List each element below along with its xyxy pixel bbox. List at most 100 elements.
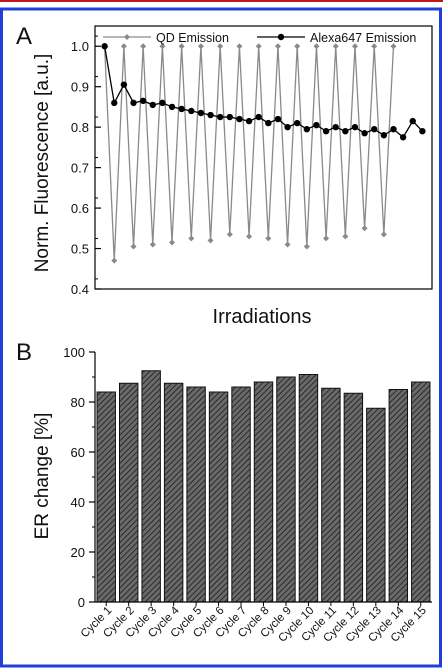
bar-cycle-1 bbox=[96, 391, 116, 603]
qd-emission-point bbox=[303, 243, 310, 250]
panel-a-x-axis-label: Irradiations bbox=[213, 306, 312, 328]
bar-cycle-6 bbox=[208, 391, 229, 603]
bar-cycle-2 bbox=[118, 382, 139, 603]
alexa647-emission-point bbox=[294, 119, 301, 127]
qd-emission-point bbox=[342, 233, 349, 240]
panel-a-y-tick-label: 1.0 bbox=[71, 39, 89, 54]
bar-cycle-10 bbox=[298, 374, 319, 603]
alexa647-emission-point bbox=[130, 99, 137, 107]
alexa647-emission-point bbox=[197, 109, 205, 117]
alexa647-emission-point bbox=[342, 128, 349, 135]
qd-emission-point bbox=[188, 235, 195, 242]
qd-emission-point bbox=[265, 235, 272, 242]
alexa647-emission-point bbox=[139, 97, 147, 105]
bar-cycle-13 bbox=[366, 407, 386, 603]
alexa647-emission-point bbox=[351, 123, 359, 131]
panel-b-y-axis-label: ER change [%] bbox=[32, 413, 53, 540]
panel-a-y-tick-label: 0.5 bbox=[71, 242, 89, 257]
bar-cycle-8 bbox=[253, 381, 274, 603]
qd-emission-point bbox=[149, 241, 156, 248]
qd-emission-point bbox=[197, 43, 204, 50]
qd-emission-point bbox=[159, 43, 166, 50]
alexa647-emission-point bbox=[216, 113, 224, 121]
alexa647-emission-point bbox=[332, 123, 339, 131]
panel-b-y-tick-label: 100 bbox=[63, 345, 85, 360]
qd-emission-point bbox=[178, 43, 185, 50]
alexa647-emission-point bbox=[390, 125, 397, 133]
qd-emission-point bbox=[120, 43, 127, 50]
bar-cycle-3 bbox=[141, 370, 161, 603]
panel-a-y-tick-label: 0.8 bbox=[71, 120, 89, 135]
qd-emission-point bbox=[351, 43, 358, 50]
qd-emission-point bbox=[207, 237, 214, 244]
alexa647-emission-point bbox=[226, 113, 233, 121]
panel-b-label: B bbox=[16, 339, 32, 366]
alexa647-emission-point bbox=[380, 132, 388, 139]
panel-b-y-tick-label: 0 bbox=[78, 595, 85, 610]
panel-a-y-tick-label: 0.9 bbox=[71, 80, 89, 95]
alexa647-emission-point bbox=[159, 99, 166, 107]
alexa647-emission-point bbox=[322, 128, 330, 135]
bar-cycle-14 bbox=[388, 389, 409, 603]
qd-emission-point bbox=[361, 225, 368, 232]
qd-emission-point bbox=[246, 233, 253, 240]
legend-qd-label: QD Emission bbox=[156, 31, 229, 45]
bar-cycle-4 bbox=[163, 382, 184, 603]
alexa647-emission-point bbox=[265, 119, 272, 127]
qd-emission-point bbox=[274, 43, 281, 50]
qd-emission-point bbox=[323, 235, 330, 242]
qd-emission-point bbox=[226, 231, 233, 238]
alexa647-emission-point bbox=[245, 117, 253, 125]
legend-alexa647-marker bbox=[277, 33, 285, 41]
qd-emission-point bbox=[390, 43, 397, 50]
panel-b-y-tick-label: 40 bbox=[71, 495, 85, 510]
alexa647-emission-point bbox=[409, 117, 416, 125]
bar-cycle-7 bbox=[231, 386, 251, 603]
panel-a-y-tick-label: 0.4 bbox=[71, 282, 89, 297]
qd-emission-point bbox=[284, 241, 291, 248]
alexa647-emission-point bbox=[207, 111, 214, 119]
panel-b-y-tick-label: 80 bbox=[71, 395, 85, 410]
qd-emission-point bbox=[140, 43, 147, 50]
alexa647-emission-point bbox=[419, 128, 426, 135]
qd-emission-point bbox=[371, 43, 378, 50]
alexa647-emission-point bbox=[120, 81, 128, 88]
alexa647-emission-point bbox=[399, 134, 407, 141]
legend-alexa647-label: Alexa647 Emission bbox=[310, 31, 416, 45]
qd-emission-point bbox=[255, 43, 262, 50]
alexa647-emission-point bbox=[111, 99, 118, 107]
alexa647-emission-point bbox=[361, 130, 368, 137]
alexa647-emission-point bbox=[284, 123, 291, 131]
qd-emission-point bbox=[313, 43, 320, 50]
top-rule bbox=[0, 0, 443, 2]
qd-emission-point bbox=[380, 231, 387, 238]
panel-a-label: A bbox=[16, 23, 32, 50]
bar-cycle-11 bbox=[321, 387, 341, 603]
bar-cycle-12 bbox=[343, 392, 364, 603]
alexa647-emission-point bbox=[178, 105, 185, 113]
bar-cycle-5 bbox=[186, 386, 206, 603]
bar-cycle-15 bbox=[411, 381, 431, 603]
alexa647-emission-point bbox=[371, 125, 378, 133]
panel-a-y-tick-label: 0.6 bbox=[71, 201, 89, 216]
alexa647-emission-point bbox=[313, 121, 320, 129]
panel-a-chart: 0.4 0.5 0.6 0.7 0.8 0.9 1.0 QD Emission Alexa647… bbox=[71, 25, 433, 297]
qd-emission-point bbox=[130, 243, 137, 250]
alexa647-emission-line bbox=[103, 46, 423, 139]
qd-emission-point bbox=[111, 257, 118, 264]
qd-emission-point bbox=[332, 43, 339, 50]
bar-cycle-9 bbox=[276, 376, 296, 603]
alexa647-emission-point bbox=[236, 115, 243, 123]
alexa647-emission-point bbox=[168, 103, 176, 111]
alexa647-emission-point bbox=[303, 125, 311, 133]
qd-emission-point bbox=[169, 239, 176, 246]
panel-a-y-axis-label: Norm. Fluorescence [a.u.] bbox=[32, 54, 53, 273]
alexa647-emission-point bbox=[255, 113, 262, 121]
alexa647-emission-point bbox=[101, 43, 108, 50]
panel-b-y-tick-label: 60 bbox=[71, 445, 85, 460]
qd-emission-point bbox=[217, 43, 224, 50]
panel-b-y-tick-label: 20 bbox=[71, 545, 85, 560]
qd-emission-point bbox=[294, 43, 301, 50]
alexa647-emission-point bbox=[188, 107, 195, 115]
